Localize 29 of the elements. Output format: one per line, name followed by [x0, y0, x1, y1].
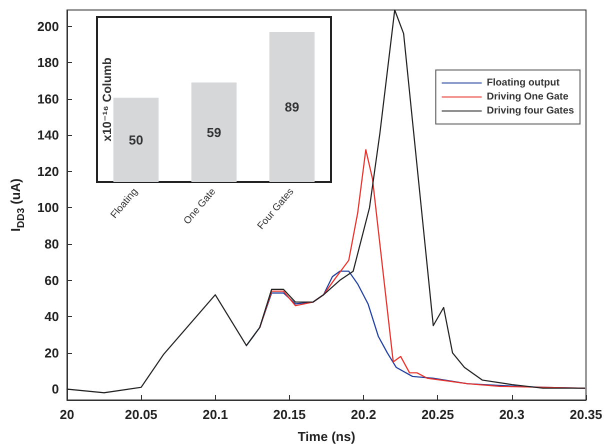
x-tick-label: 20.35 [570, 407, 602, 422]
y-axis-title: IDD3 (uA) [8, 178, 27, 232]
y-tick-label: 180 [37, 55, 59, 70]
x-tick-label: 20.25 [421, 407, 454, 422]
x-tick-label: 20.15 [273, 407, 306, 422]
line-series [66, 9, 586, 394]
data-label: 89 [284, 100, 300, 114]
y-tick-label: 80 [44, 236, 59, 252]
x-tick-label: 20.1 [202, 407, 228, 422]
y-tick-label: 200 [37, 18, 59, 34]
x-tick-label: 20.2 [350, 407, 376, 422]
y-tick-label: 160 [37, 91, 59, 106]
y-axis-title: x10⁻¹⁶ Columb [100, 58, 114, 142]
x-tick-label: 20.3 [499, 407, 525, 422]
y-tick-label: 0 [52, 382, 59, 397]
y-tick-label: 20 [44, 345, 59, 360]
y-tick-label: 140 [37, 128, 59, 143]
y-tick-label: 120 [37, 164, 59, 179]
y-tick-label: 60 [44, 272, 59, 288]
y-tick-label: 100 [37, 200, 59, 216]
legend-label: Driving four Gates [486, 106, 574, 116]
data-label: 59 [206, 124, 222, 140]
x-axis-title: Time (ns) [298, 429, 356, 444]
data-label: 50 [128, 132, 144, 148]
y-tick-label: 40 [44, 309, 59, 324]
x-tick-label: 20.05 [124, 407, 158, 422]
legend-label: Driving One Gate [486, 92, 569, 102]
legend-label: Floating output [486, 78, 560, 88]
x-tick-label: 20 [60, 407, 74, 422]
